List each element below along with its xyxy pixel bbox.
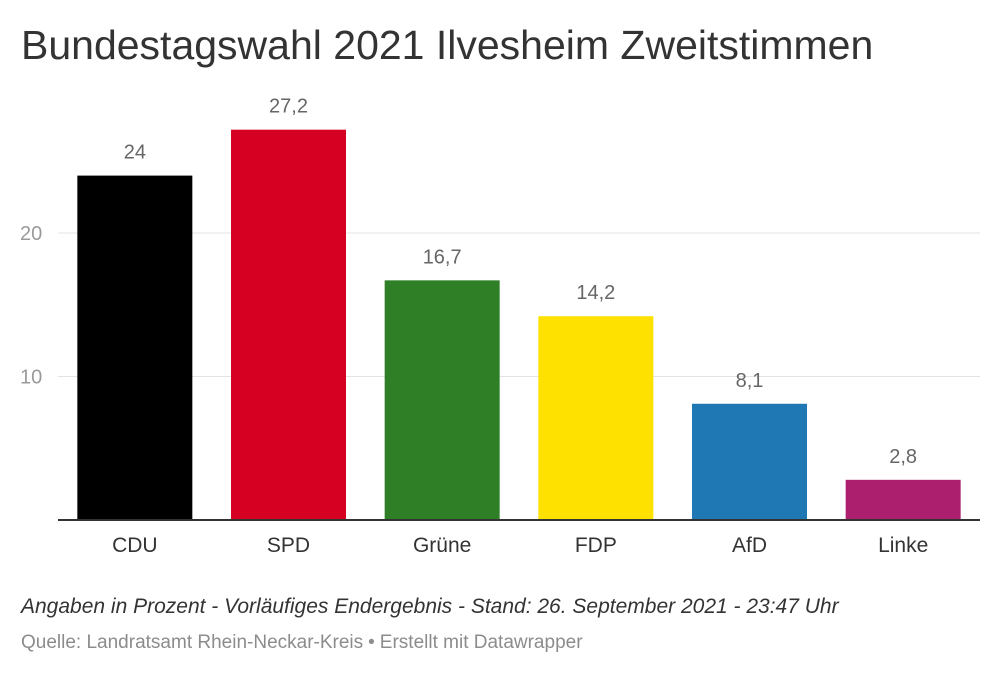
value-label-linke: 2,8 xyxy=(889,446,917,468)
x-tick-label-afd: AfD xyxy=(732,534,767,557)
value-label-afd: 8,1 xyxy=(736,370,764,392)
value-label-grüne: 16,7 xyxy=(423,246,462,268)
x-tick-label-grüne: Grüne xyxy=(413,534,471,557)
chart-title: Bundestagswahl 2021 Ilvesheim Zweitstimm… xyxy=(21,22,874,68)
y-tick-label-10: 10 xyxy=(20,367,42,389)
bars: 24 27,2 16,7 14,2 8,1 2,8 xyxy=(77,96,961,520)
bar-linke xyxy=(845,479,961,520)
datawrapper-credit: Erstellt mit Datawrapper xyxy=(379,632,583,653)
bar-spd xyxy=(231,129,346,520)
chart-source: Quelle: Landratsamt Rhein-Neckar-Kreis • E… xyxy=(21,632,583,654)
bar-grüne xyxy=(384,280,500,520)
source-label: Quelle: Landratsamt Rhein-Neckar-Kreis xyxy=(21,632,364,653)
source-separator: • xyxy=(368,632,375,653)
x-tick-label-linke: Linke xyxy=(878,534,928,557)
gridlines: 10 20 xyxy=(20,223,980,389)
value-label-fdp: 14,2 xyxy=(576,282,615,304)
value-label-cdu: 24 xyxy=(124,142,146,164)
x-tick-label-spd: SPD xyxy=(267,534,310,557)
chart-notes: Angaben in Prozent - Vorläufiges Enderge… xyxy=(21,595,839,618)
bar-afd xyxy=(692,403,807,520)
x-tick-label-fdp: FDP xyxy=(575,534,617,557)
x-tick-label-cdu: CDU xyxy=(112,534,158,557)
x-axis: CDU SPD Grüne FDP AfD Linke xyxy=(58,519,980,557)
bar-fdp xyxy=(538,316,654,520)
y-tick-label-20: 20 xyxy=(20,223,42,245)
value-label-spd: 27,2 xyxy=(269,96,308,118)
bar-chart: 10 20 24 27,2 16,7 14,2 8,1 2,8 CDU SPD Grüne FDP… xyxy=(20,96,980,557)
bar-cdu xyxy=(77,175,193,520)
